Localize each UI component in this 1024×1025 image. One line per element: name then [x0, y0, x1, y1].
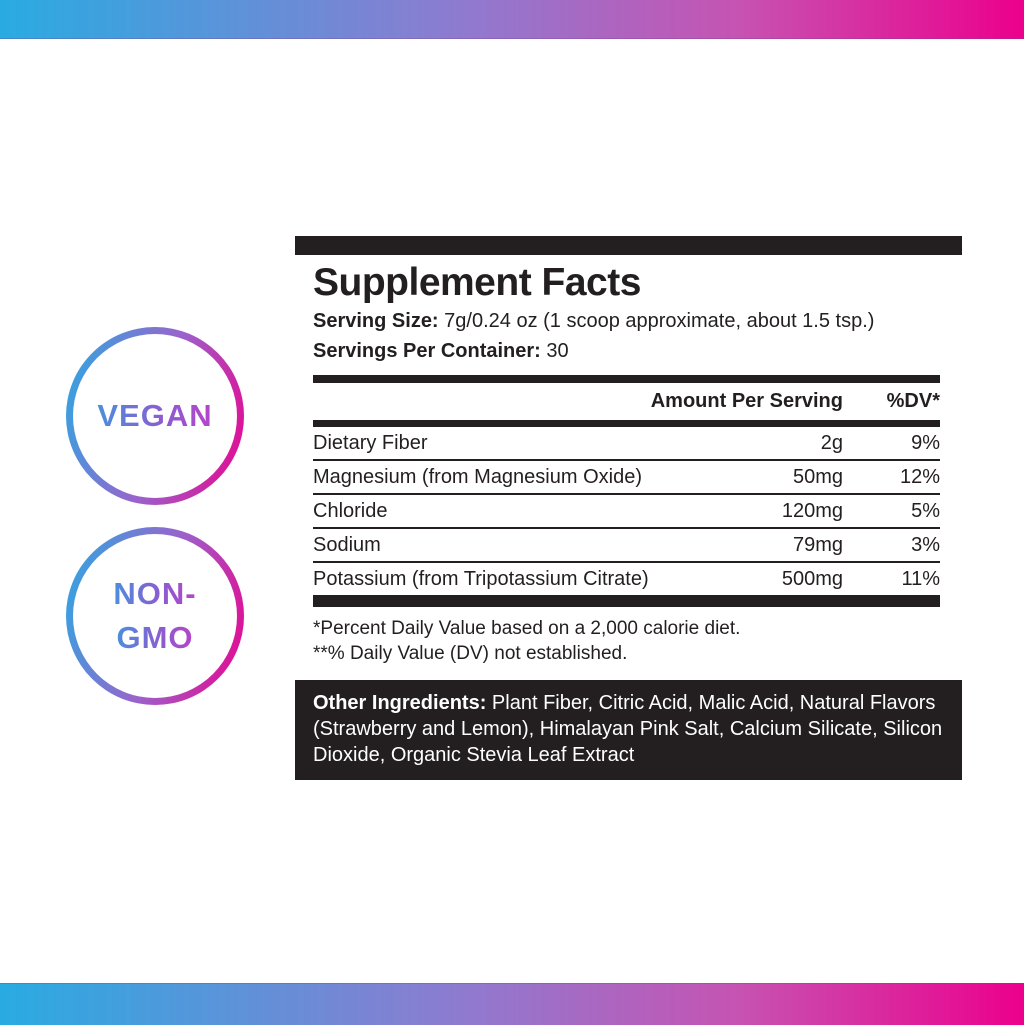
- serving-size-value: 7g/0.24 oz (1 scoop approximate, about 1…: [444, 310, 875, 332]
- gradient-top-bar: [0, 0, 1024, 39]
- row-dv: 5%: [911, 499, 940, 522]
- row-dv: 11%: [901, 567, 940, 590]
- row-amount: 50mg: [792, 465, 843, 488]
- footnote-daily-value: *Percent Daily Value based on a 2,000 ca…: [313, 618, 741, 639]
- dv-header: %DV*: [886, 390, 940, 412]
- table-row: Magnesium (from Magnesium Oxide) 50mg 12…: [313, 461, 940, 495]
- row-amount: 500mg: [781, 567, 843, 590]
- row-dv: 12%: [899, 465, 940, 488]
- non-gmo-badge-inner: NON- GMO: [73, 534, 237, 698]
- footnotes: *Percent Daily Value based on a 2,000 ca…: [313, 616, 940, 666]
- panel-top-black-bar: [295, 236, 962, 255]
- table-header-row: Amount Per Serving %DV*: [313, 383, 940, 420]
- panel-body: Supplement Facts Serving Size: 7g/0.24 o…: [295, 261, 962, 666]
- non-gmo-badge-label-line2: GMO: [116, 616, 193, 660]
- vegan-badge-label: VEGAN: [97, 394, 212, 438]
- row-amount: 79mg: [792, 533, 843, 556]
- table-top-bar: [313, 375, 940, 383]
- servings-per-container-value: 30: [546, 340, 569, 362]
- panel-title: Supplement Facts: [313, 261, 641, 304]
- table-bottom-bar: [313, 595, 940, 607]
- other-ingredients-box: Other Ingredients: Plant Fiber, Citric A…: [295, 680, 962, 780]
- non-gmo-badge-label-line1: NON-: [113, 572, 196, 616]
- row-dv: 9%: [911, 431, 940, 454]
- other-ingredients-text: Plant Fiber, Citric Acid, Malic Acid, Na…: [313, 692, 943, 766]
- table-header-divider: [313, 420, 940, 427]
- row-amount: 2g: [820, 431, 843, 454]
- non-gmo-badge: NON- GMO: [66, 527, 244, 705]
- row-dv: 3%: [911, 533, 940, 556]
- table-row: Potassium (from Tripotassium Citrate) 50…: [313, 563, 940, 595]
- table-row: Dietary Fiber 2g 9%: [313, 427, 940, 461]
- servings-per-container-label: Servings Per Container:: [313, 340, 541, 362]
- table-row: Sodium 79mg 3%: [313, 529, 940, 563]
- serving-size-label: Serving Size:: [313, 310, 439, 332]
- row-name: Magnesium (from Magnesium Oxide): [313, 465, 642, 488]
- vegan-badge-inner: VEGAN: [73, 334, 237, 498]
- supplement-facts-panel: Supplement Facts Serving Size: 7g/0.24 o…: [295, 236, 962, 780]
- footnote-dv-not-established: **% Daily Value (DV) not established.: [313, 643, 628, 664]
- servings-per-container-line: Servings Per Container: 30: [313, 338, 940, 365]
- row-name: Dietary Fiber: [313, 431, 428, 454]
- other-ingredients-label: Other Ingredients:: [313, 692, 487, 714]
- row-name: Sodium: [313, 533, 381, 556]
- row-name: Chloride: [313, 499, 388, 522]
- row-amount: 120mg: [781, 499, 843, 522]
- serving-size-line: Serving Size: 7g/0.24 oz (1 scoop approx…: [313, 308, 940, 335]
- row-name: Potassium (from Tripotassium Citrate): [313, 567, 649, 590]
- table-row: Chloride 120mg 5%: [313, 495, 940, 529]
- amount-per-serving-header: Amount Per Serving: [650, 390, 843, 412]
- vegan-badge: VEGAN: [66, 327, 244, 505]
- gradient-bottom-bar: [0, 983, 1024, 1025]
